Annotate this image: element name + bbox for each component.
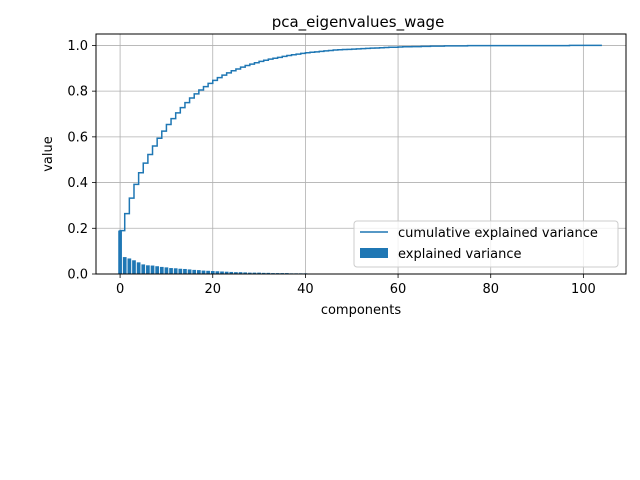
explained-variance-bar xyxy=(187,269,192,274)
explained-variance-bar xyxy=(266,272,271,274)
explained-variance-bar xyxy=(229,271,234,274)
x-tick-label: 100 xyxy=(571,282,596,297)
legend: cumulative explained variance explained … xyxy=(353,220,619,268)
explained-variance-bar xyxy=(132,260,136,274)
axis-ticks: 0 20 40 60 80 100 0.0 0.2 0.4 0.6 0.8 1.0 xyxy=(67,39,595,297)
x-tick-label: 60 xyxy=(390,282,407,297)
x-tick-label: 0 xyxy=(116,282,124,297)
explained-variance-bar xyxy=(257,272,261,274)
x-tick-label: 80 xyxy=(482,282,499,297)
explained-variance-bar xyxy=(173,268,178,274)
explained-variance-bar xyxy=(238,272,243,274)
explained-variance-bar xyxy=(224,271,229,274)
chart-title: pca_eigenvalues_wage xyxy=(272,13,445,32)
explained-variance-bar xyxy=(155,266,160,274)
explained-variance-bar xyxy=(261,272,266,274)
explained-variance-bar xyxy=(146,265,150,274)
explained-variance-bar xyxy=(164,267,169,274)
explained-variance-bar xyxy=(178,268,183,274)
explained-variance-bar xyxy=(201,270,206,274)
explained-variance-bar xyxy=(192,269,197,274)
explained-variance-bar xyxy=(183,268,187,274)
x-tick-label: 20 xyxy=(204,282,221,297)
explained-variance-bar xyxy=(220,271,224,274)
explained-variance-bar xyxy=(127,258,132,274)
explained-variance-bar xyxy=(215,271,220,274)
legend-swatch-explained xyxy=(360,248,388,258)
explained-variance-bar xyxy=(141,264,146,274)
explained-variance-bar xyxy=(234,272,238,274)
explained-variance-bar xyxy=(247,272,252,274)
y-tick-label: 0.6 xyxy=(67,130,88,145)
plot-area-frame xyxy=(95,33,627,275)
legend-label-explained: explained variance xyxy=(398,247,522,262)
legend-box xyxy=(353,220,619,268)
y-tick-label: 0.4 xyxy=(67,176,88,191)
explained-variance-bar xyxy=(206,270,210,274)
explained-variance-bar xyxy=(243,272,248,274)
y-axis-label: value xyxy=(41,136,56,172)
explained-variance-bar xyxy=(122,257,127,274)
explained-variance-bar xyxy=(159,266,164,274)
explained-variance-bar xyxy=(252,272,257,274)
y-tick-label: 0.8 xyxy=(67,85,88,100)
explained-variance-bar xyxy=(169,268,173,274)
explained-variance-bar xyxy=(150,265,155,274)
x-axis-label: components xyxy=(321,303,402,318)
cumulative-variance-line-group xyxy=(119,44,602,274)
explained-variance-bar xyxy=(196,270,201,274)
explained-variance-bar xyxy=(210,271,215,274)
explained-variance-bar xyxy=(136,262,141,274)
y-tick-label: 0.0 xyxy=(67,268,88,283)
x-tick-label: 40 xyxy=(297,282,314,297)
y-tick-label: 0.2 xyxy=(67,222,88,237)
y-tick-label: 1.0 xyxy=(67,39,88,54)
legend-label-cumulative: cumulative explained variance xyxy=(398,226,598,241)
cumulative-variance-line xyxy=(119,44,602,274)
